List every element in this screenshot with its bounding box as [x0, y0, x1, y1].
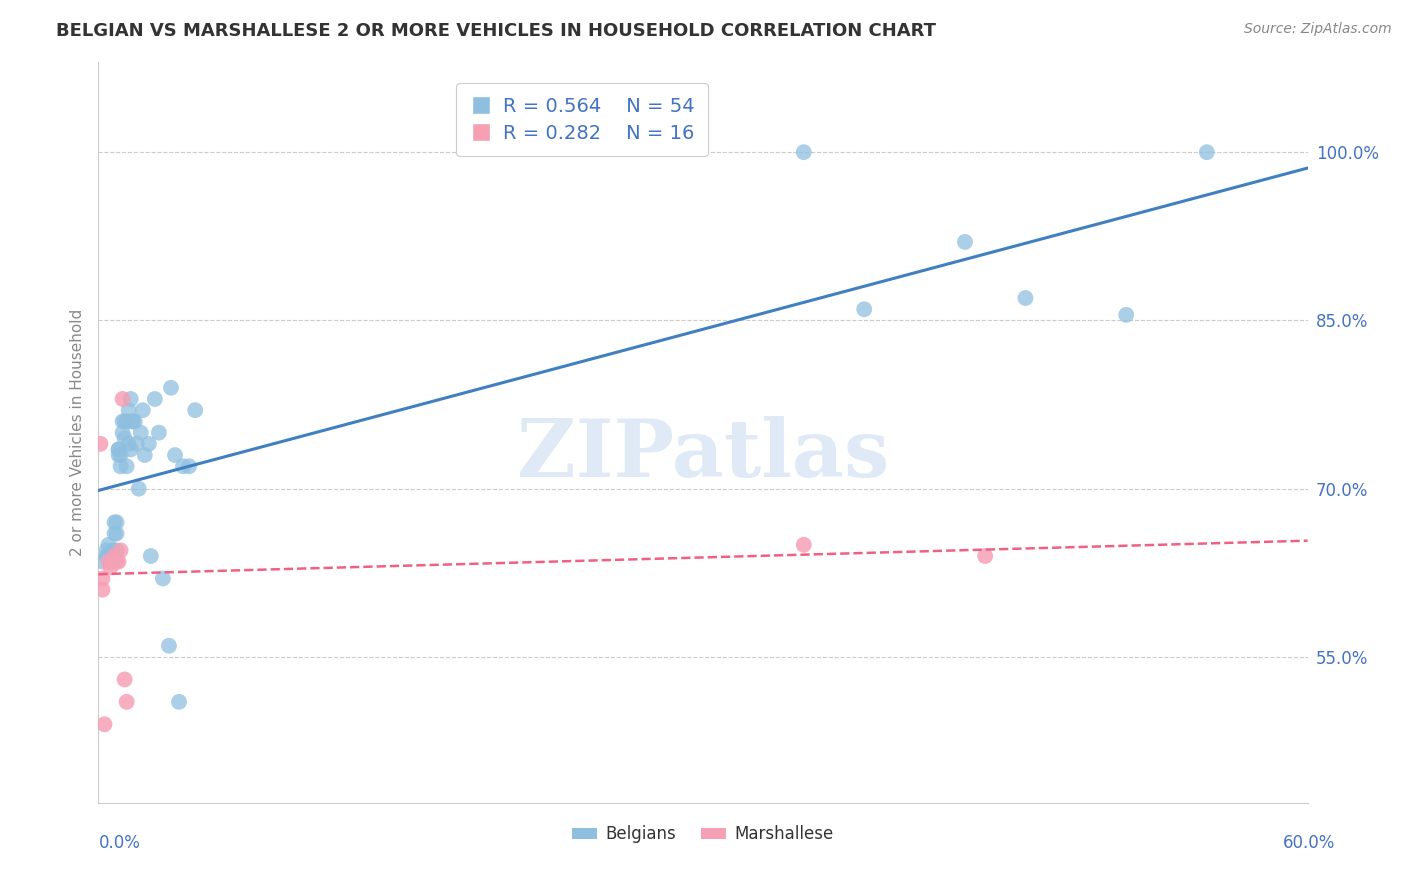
Point	[89, 437, 111, 451]
Point	[953, 235, 976, 249]
Point	[101, 543, 124, 558]
Point	[105, 516, 128, 530]
Point	[100, 555, 122, 569]
Point	[101, 549, 124, 563]
Point	[129, 425, 152, 440]
Point	[111, 392, 134, 406]
Text: Source: ZipAtlas.com: Source: ZipAtlas.com	[1244, 22, 1392, 37]
Point	[1195, 145, 1218, 160]
Point	[118, 437, 141, 451]
Point	[120, 392, 142, 406]
Point	[172, 459, 194, 474]
Point	[97, 549, 120, 563]
Point	[1115, 308, 1137, 322]
Point	[107, 555, 129, 569]
Point	[103, 526, 125, 541]
Point	[107, 448, 129, 462]
Point	[111, 425, 134, 440]
Point	[105, 555, 128, 569]
Point	[91, 582, 114, 597]
Point	[1014, 291, 1036, 305]
Text: ZIPatlas: ZIPatlas	[517, 416, 889, 494]
Point	[114, 414, 136, 428]
Text: BELGIAN VS MARSHALLESE 2 OR MORE VEHICLES IN HOUSEHOLD CORRELATION CHART: BELGIAN VS MARSHALLESE 2 OR MORE VEHICLE…	[56, 22, 936, 40]
Point	[103, 549, 125, 563]
Point	[138, 437, 160, 451]
Text: 60.0%: 60.0%	[1284, 834, 1336, 852]
Legend: Belgians, Marshallese: Belgians, Marshallese	[565, 819, 841, 850]
Point	[105, 526, 128, 541]
Point	[139, 549, 162, 563]
Point	[120, 442, 142, 457]
Point	[793, 145, 815, 160]
Point	[134, 448, 156, 462]
Point	[110, 459, 132, 474]
Text: 0.0%: 0.0%	[98, 834, 141, 852]
Point	[101, 555, 124, 569]
Point	[115, 414, 138, 428]
Point	[97, 538, 120, 552]
Point	[107, 442, 129, 457]
Point	[167, 695, 190, 709]
Point	[125, 437, 148, 451]
Point	[107, 442, 129, 457]
Point	[853, 302, 876, 317]
Point	[103, 516, 125, 530]
Point	[91, 571, 114, 585]
Point	[793, 538, 815, 552]
Point	[91, 555, 114, 569]
Point	[96, 543, 118, 558]
Point	[974, 549, 997, 563]
Point	[148, 425, 170, 440]
Point	[152, 571, 174, 585]
Point	[163, 448, 186, 462]
Point	[93, 717, 115, 731]
Point	[128, 482, 150, 496]
Point	[97, 555, 120, 569]
Point	[96, 549, 118, 563]
Point	[124, 414, 146, 428]
Point	[115, 695, 138, 709]
Point	[114, 673, 136, 687]
Point	[110, 448, 132, 462]
Point	[105, 543, 128, 558]
Point	[184, 403, 207, 417]
Point	[115, 459, 138, 474]
Point	[132, 403, 155, 417]
Point	[111, 414, 134, 428]
Point	[110, 543, 132, 558]
Y-axis label: 2 or more Vehicles in Household: 2 or more Vehicles in Household	[69, 309, 84, 557]
Point	[179, 459, 201, 474]
Point	[118, 403, 141, 417]
Point	[114, 431, 136, 445]
Point	[160, 381, 183, 395]
Point	[143, 392, 166, 406]
Point	[157, 639, 180, 653]
Point	[121, 414, 143, 428]
Point	[121, 414, 143, 428]
Point	[100, 560, 122, 574]
